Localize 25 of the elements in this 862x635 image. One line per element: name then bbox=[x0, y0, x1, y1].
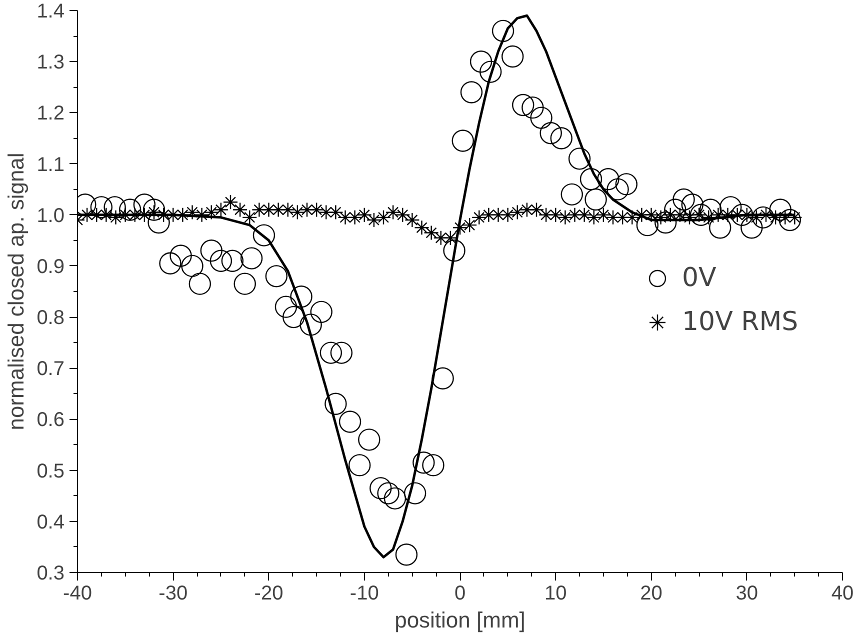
y-tick-label: 0.8 bbox=[36, 307, 65, 330]
x-tick-label: 40 bbox=[831, 582, 854, 604]
legend-label: 10V RMS bbox=[682, 307, 798, 337]
x-tick-label: -10 bbox=[350, 582, 379, 604]
y-tick-label: 1.3 bbox=[36, 52, 65, 74]
x-tick-label: 10 bbox=[544, 582, 567, 604]
x-tick-label: -20 bbox=[254, 582, 284, 604]
y-tick-label: 0.7 bbox=[36, 358, 65, 380]
y-tick-label: 1.0 bbox=[36, 204, 65, 227]
y-tick-label: 0.9 bbox=[36, 256, 65, 278]
y-tick-label: 0.4 bbox=[36, 511, 65, 534]
legend-label: 0V bbox=[682, 263, 716, 293]
x-tick-label: 30 bbox=[736, 582, 758, 604]
x-tick-label: 0 bbox=[454, 582, 466, 604]
y-tick-label: 1.1 bbox=[36, 154, 65, 176]
x-tick-label: 20 bbox=[640, 582, 662, 604]
x-tick-label: -30 bbox=[158, 582, 188, 604]
y-axis-title: normalised closed ap. signal bbox=[4, 152, 29, 430]
y-tick-label: 1.2 bbox=[36, 102, 65, 125]
y-tick-label: 0.6 bbox=[36, 409, 65, 432]
x-axis-title: position [mm] bbox=[394, 608, 526, 632]
y-tick-label: 1.4 bbox=[36, 0, 65, 22]
x-tick-label: -40 bbox=[63, 582, 92, 604]
y-tick-label: 0.5 bbox=[36, 460, 65, 482]
y-tick-label: 0.3 bbox=[36, 562, 65, 584]
